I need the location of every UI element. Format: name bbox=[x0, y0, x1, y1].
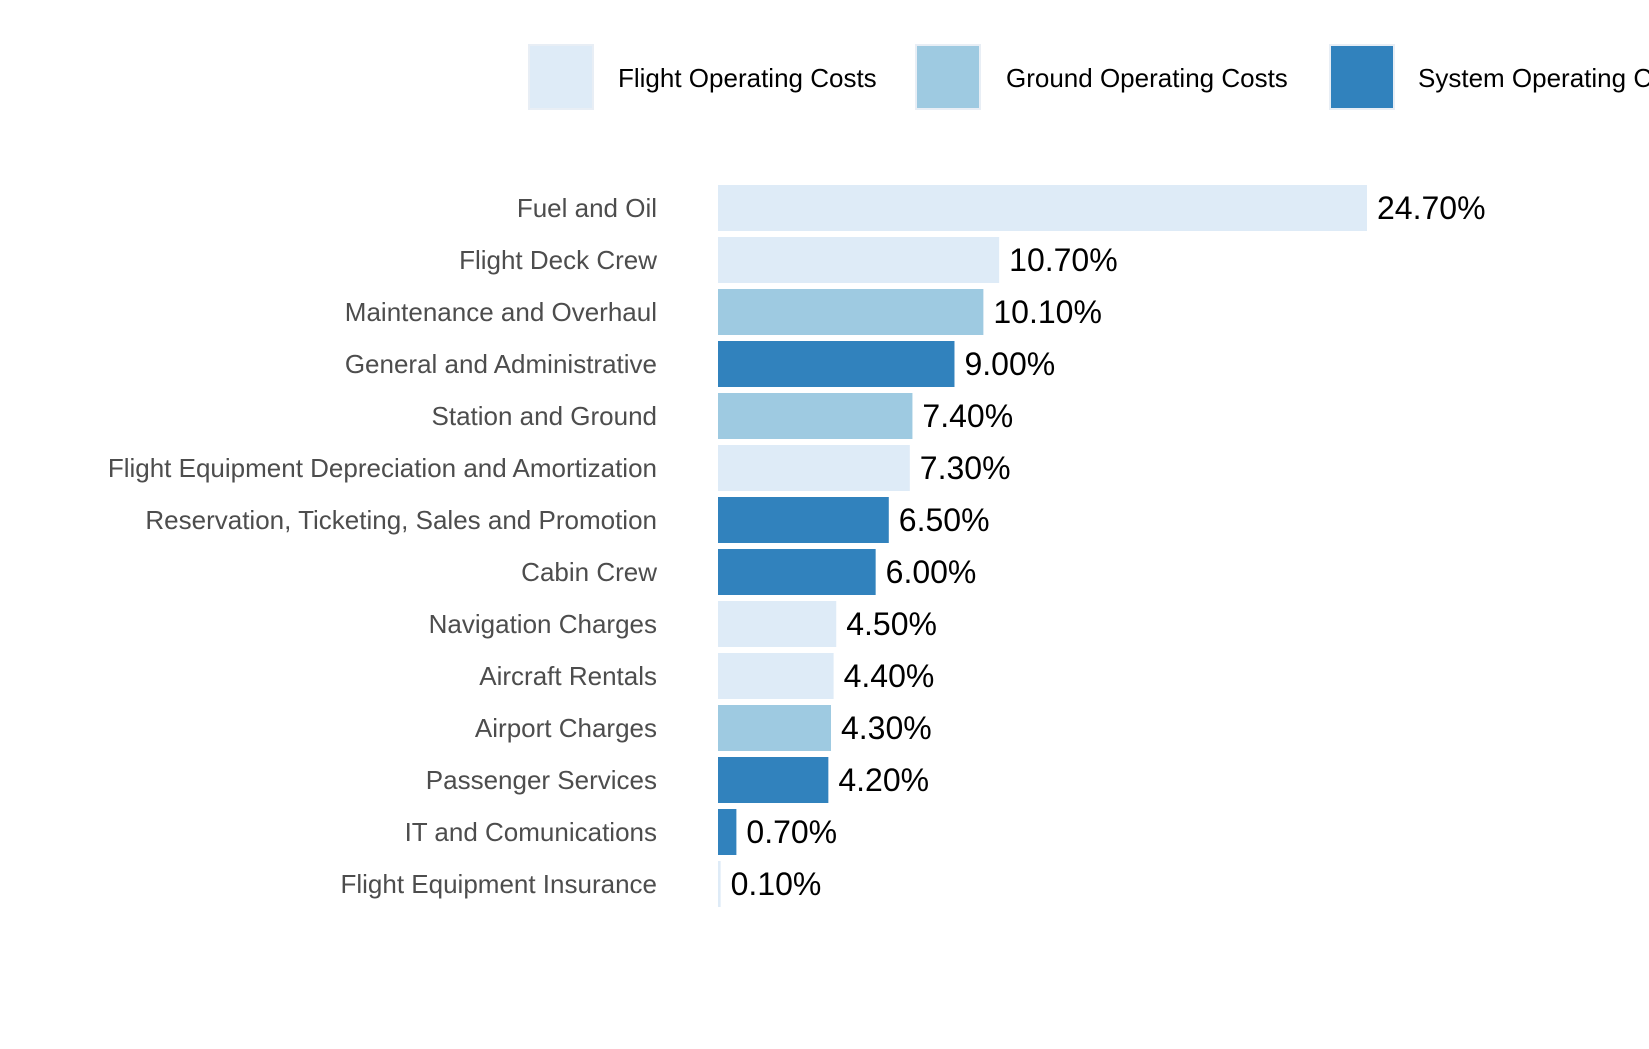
bar-station-and-ground bbox=[718, 393, 913, 439]
value-label-passenger-services: 4.20% bbox=[838, 762, 929, 798]
category-label-aircraft-rentals: Aircraft Rentals bbox=[479, 661, 657, 691]
bar-navigation-charges bbox=[718, 601, 837, 647]
value-label-flight-deck-crew: 10.70% bbox=[1009, 242, 1118, 278]
bar-fuel-and-oil bbox=[718, 185, 1367, 231]
value-label-general-and-administrative: 9.00% bbox=[964, 346, 1055, 382]
bar-flight-equipment-insurance bbox=[718, 861, 721, 907]
bar-flight-deck-crew bbox=[718, 237, 1000, 283]
bar-aircraft-rentals bbox=[718, 653, 834, 699]
value-label-flight-equipment-depreciation-and-amortization: 7.30% bbox=[920, 450, 1011, 486]
bar-cabin-crew bbox=[718, 549, 876, 595]
value-label-airport-charges: 4.30% bbox=[841, 710, 932, 746]
category-label-flight-equipment-insurance: Flight Equipment Insurance bbox=[340, 869, 657, 899]
value-label-it-and-comunications: 0.70% bbox=[746, 814, 837, 850]
category-label-flight-equipment-depreciation-and-amortization: Flight Equipment Depreciation and Amorti… bbox=[108, 453, 657, 483]
category-label-fuel-and-oil: Fuel and Oil bbox=[517, 193, 657, 223]
legend: Flight Operating Costs Ground Operating C… bbox=[528, 44, 1649, 110]
category-label-maintenance-and-overhaul: Maintenance and Overhaul bbox=[345, 297, 657, 327]
bars: Fuel and Oil 24.70% Flight Deck Crew 10.70%… bbox=[108, 185, 1486, 907]
legend-label-system-operating-costs: System Operating Costs bbox=[1418, 63, 1649, 93]
bar-it-and-comunications bbox=[718, 809, 737, 855]
legend-label-ground-operating-costs: Ground Operating Costs bbox=[1006, 63, 1288, 93]
value-label-maintenance-and-overhaul: 10.10% bbox=[993, 294, 1102, 330]
bar-flight-equipment-depreciation-and-amortization bbox=[718, 445, 910, 491]
value-label-aircraft-rentals: 4.40% bbox=[844, 658, 935, 694]
category-label-flight-deck-crew: Flight Deck Crew bbox=[459, 245, 657, 275]
category-label-station-and-ground: Station and Ground bbox=[432, 401, 658, 431]
value-label-flight-equipment-insurance: 0.10% bbox=[731, 866, 822, 902]
category-label-airport-charges: Airport Charges bbox=[475, 713, 657, 743]
category-label-passenger-services: Passenger Services bbox=[426, 765, 657, 795]
value-label-station-and-ground: 7.40% bbox=[922, 398, 1013, 434]
value-label-reservation-ticketing-sales-and-promotion: 6.50% bbox=[899, 502, 990, 538]
bar-reservation-ticketing-sales-and-promotion bbox=[718, 497, 889, 543]
category-label-reservation-ticketing-sales-and-promotion: Reservation, Ticketing, Sales and Promot… bbox=[145, 505, 657, 535]
category-label-cabin-crew: Cabin Crew bbox=[521, 557, 657, 587]
value-label-fuel-and-oil: 24.70% bbox=[1377, 190, 1486, 226]
bar-general-and-administrative bbox=[718, 341, 955, 387]
bar-maintenance-and-overhaul bbox=[718, 289, 984, 335]
bar-airport-charges bbox=[718, 705, 831, 751]
category-label-general-and-administrative: General and Administrative bbox=[345, 349, 657, 379]
bar-passenger-services bbox=[718, 757, 829, 803]
legend-swatch-flight-operating-costs bbox=[528, 44, 594, 110]
legend-label-flight-operating-costs: Flight Operating Costs bbox=[618, 63, 877, 93]
category-label-navigation-charges: Navigation Charges bbox=[429, 609, 657, 639]
category-label-it-and-comunications: IT and Comunications bbox=[405, 817, 657, 847]
value-label-navigation-charges: 4.50% bbox=[846, 606, 937, 642]
value-label-cabin-crew: 6.00% bbox=[886, 554, 977, 590]
legend-swatch-ground-operating-costs bbox=[915, 44, 981, 110]
legend-swatch-system-operating-costs bbox=[1329, 44, 1395, 110]
